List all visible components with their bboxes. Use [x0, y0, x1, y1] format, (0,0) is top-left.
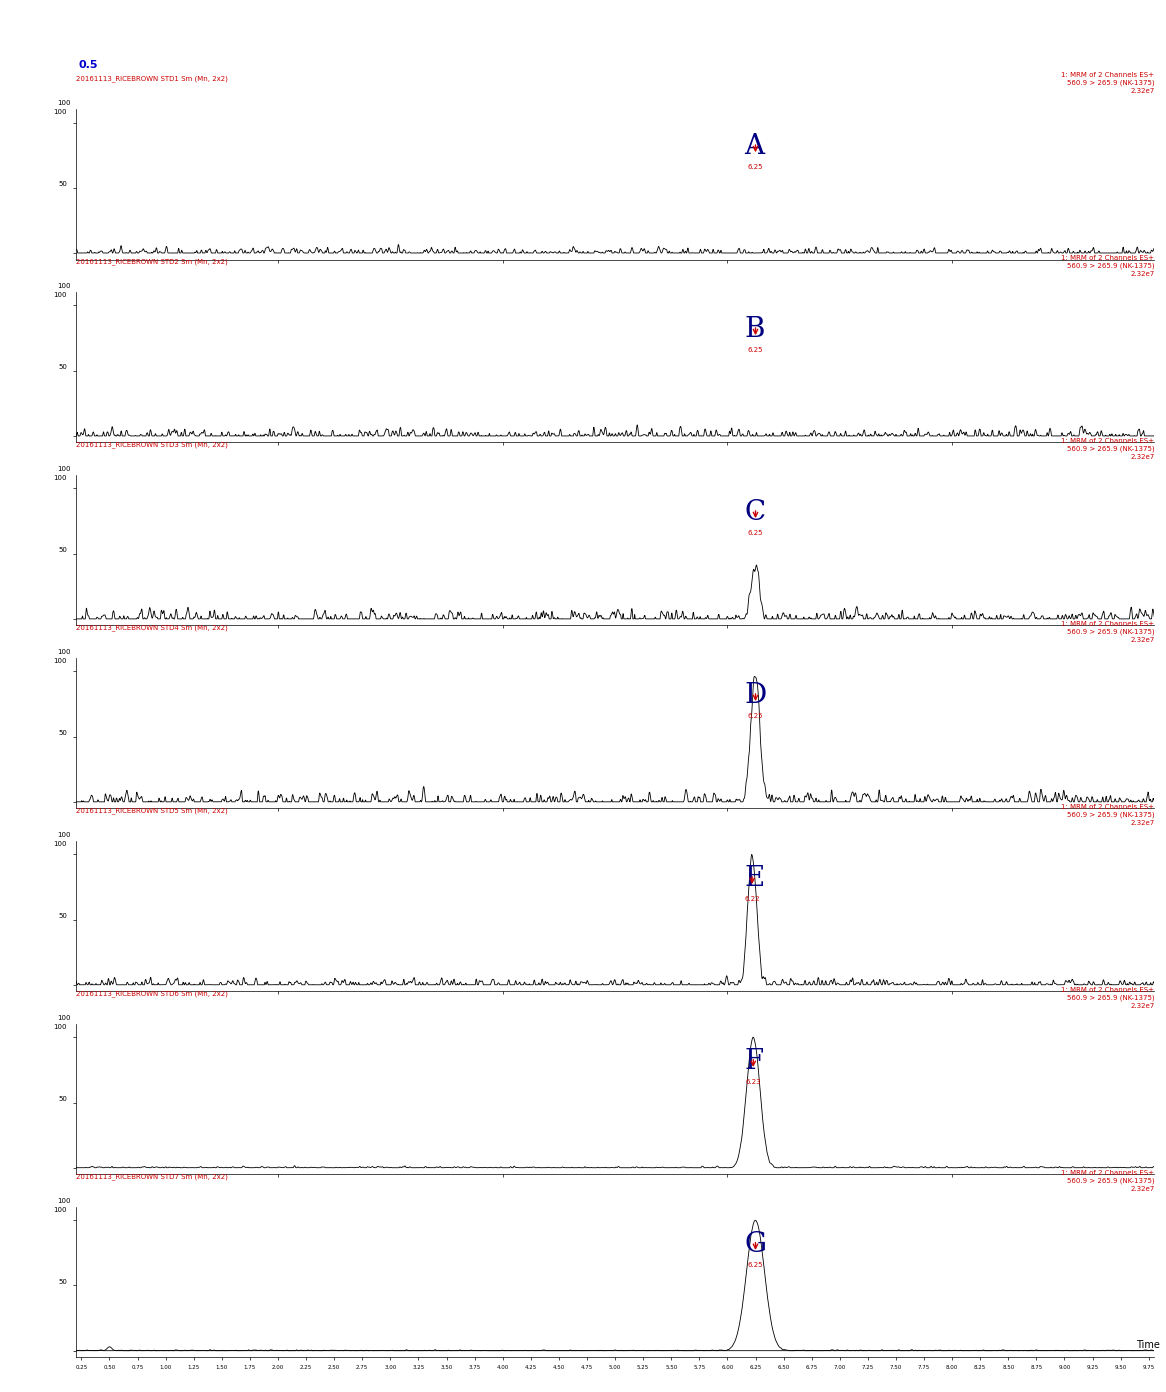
- Text: D: D: [744, 682, 767, 710]
- Text: 1: MRM of 2 Channels ES+
560.9 > 265.9 (NK-1375)
2.32e7: 1: MRM of 2 Channels ES+ 560.9 > 265.9 (…: [1061, 987, 1154, 1009]
- Text: 100: 100: [57, 100, 70, 107]
- Text: 1: MRM of 2 Channels ES+
560.9 > 265.9 (NK-1375)
2.32e7: 1: MRM of 2 Channels ES+ 560.9 > 265.9 (…: [1061, 1169, 1154, 1192]
- Text: 20161113_RICEBROWN STD6 Sm (Mn, 2x2): 20161113_RICEBROWN STD6 Sm (Mn, 2x2): [76, 991, 227, 997]
- Text: A: A: [744, 134, 765, 160]
- Text: 1: MRM of 2 Channels ES+
560.9 > 265.9 (NK-1375)
2.32e7: 1: MRM of 2 Channels ES+ 560.9 > 265.9 (…: [1061, 621, 1154, 643]
- Text: 50: 50: [58, 1097, 68, 1102]
- Text: E: E: [744, 866, 765, 892]
- Text: F: F: [744, 1048, 764, 1075]
- Text: 6.25: 6.25: [747, 530, 764, 536]
- Text: 0.5: 0.5: [78, 60, 98, 70]
- Text: B: B: [744, 316, 765, 344]
- Text: C: C: [744, 500, 766, 526]
- Text: 50: 50: [58, 913, 68, 919]
- Text: 50: 50: [58, 181, 68, 188]
- Text: G: G: [744, 1231, 766, 1258]
- Text: 6.25: 6.25: [747, 164, 764, 170]
- Text: 100: 100: [54, 1025, 68, 1030]
- Text: 20161113_RICEBROWN STD2 Sm (Mn, 2x2): 20161113_RICEBROWN STD2 Sm (Mn, 2x2): [76, 259, 227, 266]
- Text: Time: Time: [1137, 1340, 1160, 1350]
- Text: 1: MRM of 2 Channels ES+
560.9 > 265.9 (NK-1375)
2.32e7: 1: MRM of 2 Channels ES+ 560.9 > 265.9 (…: [1061, 803, 1154, 827]
- Text: 100: 100: [54, 292, 68, 298]
- Text: 6.22: 6.22: [744, 896, 760, 902]
- Text: 100: 100: [57, 1199, 70, 1204]
- Text: 50: 50: [58, 731, 68, 736]
- Text: 6.25: 6.25: [747, 713, 764, 720]
- Text: 1: MRM of 2 Channels ES+
560.9 > 265.9 (NK-1375)
2.32e7: 1: MRM of 2 Channels ES+ 560.9 > 265.9 (…: [1061, 438, 1154, 461]
- Text: 20161113_RICEBROWN STD5 Sm (Mn, 2x2): 20161113_RICEBROWN STD5 Sm (Mn, 2x2): [76, 807, 227, 814]
- Text: 100: 100: [54, 841, 68, 848]
- Text: 20161113_RICEBROWN STD1 Sm (Mn, 2x2): 20161113_RICEBROWN STD1 Sm (Mn, 2x2): [76, 75, 227, 82]
- Text: 100: 100: [54, 476, 68, 482]
- Text: 50: 50: [58, 547, 68, 554]
- Text: 6.23: 6.23: [745, 1079, 761, 1084]
- Text: 100: 100: [54, 658, 68, 664]
- Text: 100: 100: [57, 466, 70, 472]
- Text: 100: 100: [54, 1207, 68, 1214]
- Text: 100: 100: [57, 1015, 70, 1022]
- Text: 100: 100: [57, 832, 70, 838]
- Text: 1: MRM of 2 Channels ES+
560.9 > 265.9 (NK-1375)
2.32e7: 1: MRM of 2 Channels ES+ 560.9 > 265.9 (…: [1061, 72, 1154, 95]
- Text: 100: 100: [54, 110, 68, 116]
- Text: 100: 100: [57, 284, 70, 290]
- Text: 20161113_RICEBROWN STD3 Sm (Mn, 2x2): 20161113_RICEBROWN STD3 Sm (Mn, 2x2): [76, 441, 227, 448]
- Text: 20161113_RICEBROWN STD4 Sm (Mn, 2x2): 20161113_RICEBROWN STD4 Sm (Mn, 2x2): [76, 625, 227, 632]
- Text: 100: 100: [57, 649, 70, 656]
- Text: 6.25: 6.25: [747, 347, 764, 354]
- Text: 20161113_RICEBROWN STD7 Sm (Mn, 2x2): 20161113_RICEBROWN STD7 Sm (Mn, 2x2): [76, 1173, 227, 1180]
- Text: 1: MRM of 2 Channels ES+
560.9 > 265.9 (NK-1375)
2.32e7: 1: MRM of 2 Channels ES+ 560.9 > 265.9 (…: [1061, 255, 1154, 277]
- Text: 6.25: 6.25: [747, 1263, 764, 1268]
- Text: 50: 50: [58, 1279, 68, 1285]
- Text: 50: 50: [58, 365, 68, 370]
